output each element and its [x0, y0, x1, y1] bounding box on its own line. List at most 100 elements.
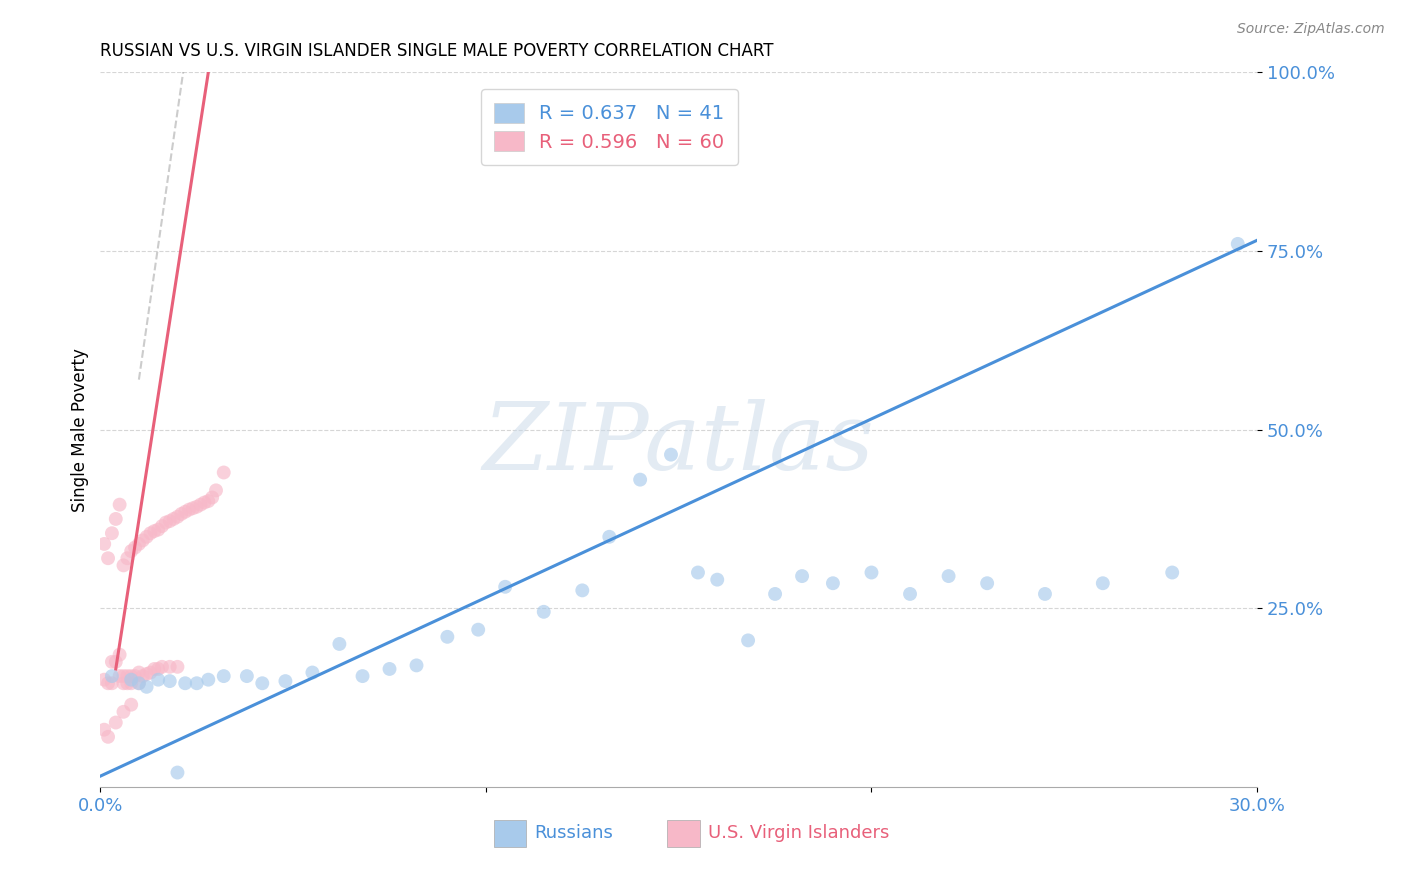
Point — [139, 665, 162, 680]
Point — [108, 498, 131, 512]
Point — [97, 551, 120, 566]
Point — [174, 505, 197, 519]
Point — [301, 665, 323, 680]
Point — [155, 516, 177, 530]
Point — [101, 676, 124, 690]
Point — [628, 473, 651, 487]
Point — [150, 660, 173, 674]
Point — [104, 715, 127, 730]
Point — [93, 673, 115, 687]
Point — [763, 587, 786, 601]
Point — [135, 530, 157, 544]
Point — [159, 674, 181, 689]
Point — [120, 673, 142, 687]
Point — [139, 526, 162, 541]
Point — [143, 662, 166, 676]
Point — [467, 623, 489, 637]
Point — [128, 665, 150, 680]
FancyBboxPatch shape — [666, 820, 700, 847]
Point — [150, 519, 173, 533]
Point — [598, 530, 620, 544]
Point — [104, 512, 127, 526]
Text: ZIPatlas: ZIPatlas — [482, 399, 875, 489]
Point — [108, 669, 131, 683]
Point — [860, 566, 883, 580]
Point — [108, 648, 131, 662]
Point — [143, 524, 166, 538]
Point — [124, 541, 146, 555]
Point — [236, 669, 259, 683]
Point — [252, 676, 274, 690]
Point — [93, 723, 115, 737]
Point — [101, 669, 124, 683]
Point — [166, 765, 188, 780]
Point — [120, 676, 142, 690]
Point — [790, 569, 813, 583]
Point — [132, 533, 155, 548]
Legend: R = 0.637   N = 41, R = 0.596   N = 60: R = 0.637 N = 41, R = 0.596 N = 60 — [481, 89, 738, 165]
Point — [352, 669, 374, 683]
Point — [686, 566, 709, 580]
Point — [104, 655, 127, 669]
Point — [135, 680, 157, 694]
Point — [177, 502, 200, 516]
Point — [101, 526, 124, 541]
Point — [135, 667, 157, 681]
Point — [898, 587, 921, 601]
Point — [162, 512, 184, 526]
Point — [821, 576, 844, 591]
Point — [205, 483, 228, 498]
Text: U.S. Virgin Islanders: U.S. Virgin Islanders — [707, 824, 889, 842]
Text: RUSSIAN VS U.S. VIRGIN ISLANDER SINGLE MALE POVERTY CORRELATION CHART: RUSSIAN VS U.S. VIRGIN ISLANDER SINGLE M… — [100, 42, 773, 60]
Point — [117, 676, 139, 690]
Point — [93, 537, 115, 551]
Point — [120, 544, 142, 558]
Point — [378, 662, 401, 676]
Point — [166, 660, 188, 674]
Point — [186, 500, 208, 514]
Point — [101, 655, 124, 669]
Point — [190, 498, 212, 512]
Point — [148, 662, 170, 676]
Point — [112, 705, 135, 719]
Point — [148, 673, 170, 687]
Point — [1226, 236, 1249, 251]
Point — [212, 669, 235, 683]
Point — [197, 494, 219, 508]
Y-axis label: Single Male Poverty: Single Male Poverty — [72, 348, 89, 512]
Point — [112, 676, 135, 690]
Point — [1091, 576, 1114, 591]
Point — [706, 573, 728, 587]
Point — [132, 669, 155, 683]
Point — [128, 537, 150, 551]
Text: Source: ZipAtlas.com: Source: ZipAtlas.com — [1237, 22, 1385, 37]
Point — [112, 558, 135, 573]
Point — [571, 583, 593, 598]
Point — [117, 551, 139, 566]
Point — [124, 669, 146, 683]
Point — [97, 676, 120, 690]
Point — [1033, 587, 1056, 601]
Point — [494, 580, 516, 594]
Point — [212, 466, 235, 480]
Point — [976, 576, 998, 591]
Point — [197, 673, 219, 687]
Point — [181, 501, 204, 516]
Point — [186, 676, 208, 690]
Point — [193, 495, 215, 509]
Point — [436, 630, 458, 644]
Point — [533, 605, 555, 619]
Point — [166, 509, 188, 524]
Point — [97, 730, 120, 744]
Point — [128, 676, 150, 690]
Point — [148, 523, 170, 537]
Point — [328, 637, 350, 651]
Point — [201, 491, 224, 505]
Point — [159, 660, 181, 674]
Point — [117, 669, 139, 683]
Point — [128, 676, 150, 690]
Point — [938, 569, 960, 583]
Point — [1161, 566, 1184, 580]
Point — [405, 658, 427, 673]
Point — [159, 514, 181, 528]
